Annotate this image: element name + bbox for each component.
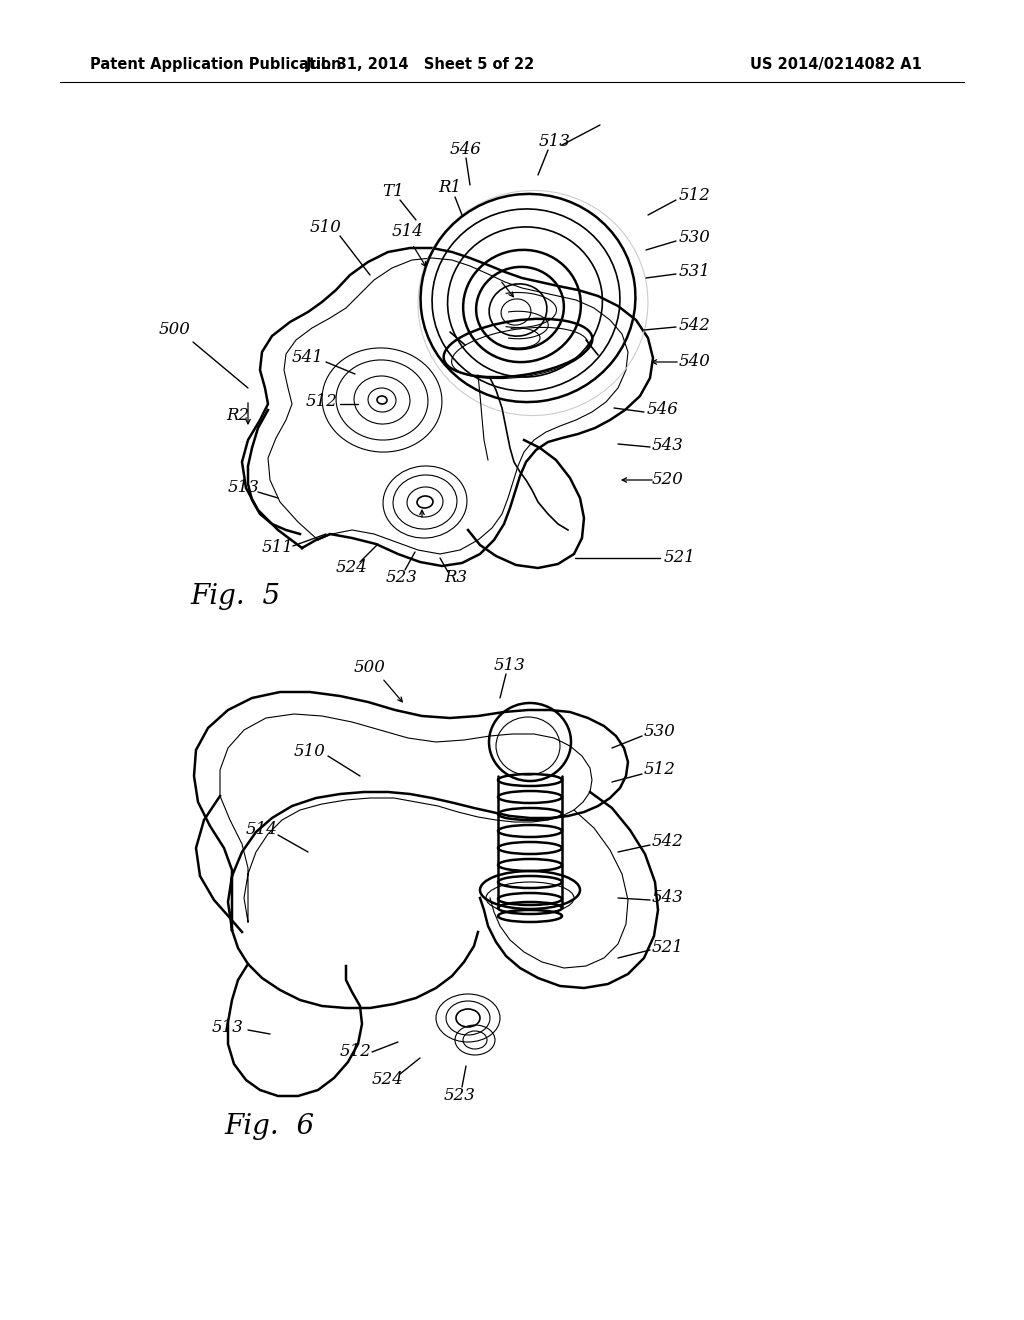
Text: 521: 521 — [664, 549, 696, 566]
Text: 524: 524 — [336, 560, 368, 577]
Text: Fig.  5: Fig. 5 — [190, 582, 281, 610]
Text: 542: 542 — [652, 833, 684, 850]
Text: 510: 510 — [310, 219, 342, 236]
Text: 511: 511 — [262, 540, 294, 557]
Text: 530: 530 — [679, 230, 711, 247]
Text: 543: 543 — [652, 437, 684, 454]
Text: 513: 513 — [212, 1019, 244, 1036]
Text: 523: 523 — [444, 1086, 476, 1104]
Text: US 2014/0214082 A1: US 2014/0214082 A1 — [750, 58, 922, 73]
Text: 513: 513 — [228, 479, 260, 496]
Text: 512: 512 — [306, 393, 338, 411]
Text: 512: 512 — [340, 1044, 372, 1060]
Text: Fig.  6: Fig. 6 — [224, 1113, 314, 1139]
Text: 523: 523 — [386, 569, 418, 586]
Text: 530: 530 — [644, 723, 676, 741]
Text: 543: 543 — [652, 890, 684, 907]
Text: R3: R3 — [444, 569, 468, 586]
Text: 540: 540 — [679, 354, 711, 371]
Text: 546: 546 — [647, 401, 679, 418]
Text: 512: 512 — [644, 762, 676, 779]
Text: 514: 514 — [392, 223, 424, 240]
Text: 521: 521 — [652, 940, 684, 957]
Text: 541: 541 — [292, 350, 324, 367]
Text: 531: 531 — [679, 264, 711, 281]
Text: 513: 513 — [494, 656, 526, 673]
Text: 542: 542 — [679, 317, 711, 334]
Text: 500: 500 — [159, 322, 190, 338]
Text: 500: 500 — [354, 660, 386, 676]
Text: 512: 512 — [679, 186, 711, 203]
Text: T1: T1 — [382, 183, 403, 201]
Text: 520: 520 — [652, 471, 684, 488]
Text: 546: 546 — [451, 141, 482, 158]
Text: 514: 514 — [246, 821, 278, 838]
Text: Patent Application Publication: Patent Application Publication — [90, 58, 341, 73]
Text: 510: 510 — [294, 743, 326, 760]
Text: R2: R2 — [226, 407, 250, 424]
Text: Jul. 31, 2014   Sheet 5 of 22: Jul. 31, 2014 Sheet 5 of 22 — [305, 58, 535, 73]
Text: R1: R1 — [438, 180, 462, 197]
Text: 524: 524 — [372, 1072, 403, 1089]
Text: 513: 513 — [539, 133, 571, 150]
